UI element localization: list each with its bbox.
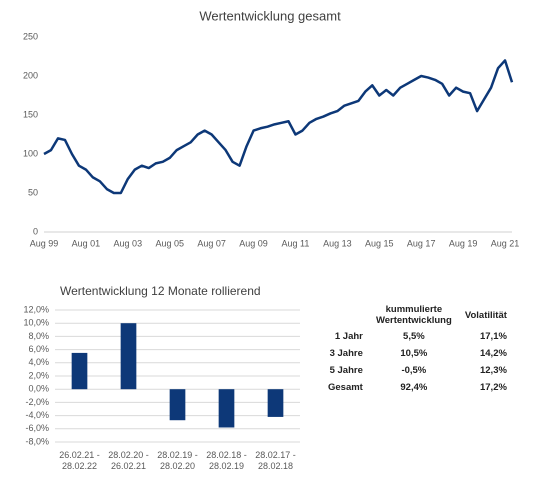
y-tick-label: 200 <box>23 70 38 80</box>
cell: 5,5% <box>403 331 425 342</box>
chart-title: Wertentwicklung gesamt <box>199 8 341 23</box>
cell: 14,2% <box>479 348 507 359</box>
cell: 17,2% <box>479 382 507 393</box>
bar <box>120 323 137 390</box>
y-tick-label: 4,0% <box>28 357 49 367</box>
x-tick-label: Aug 19 <box>449 238 478 248</box>
chart-title: Wertentwicklung 12 Monate rollierend <box>60 284 261 298</box>
bar <box>169 389 186 421</box>
table-row: Gesamt 92,4% 17,2% <box>322 379 513 396</box>
y-tick-label: 2,0% <box>28 370 49 380</box>
y-tick-label: -2,0% <box>25 397 49 407</box>
cell: 12,3% <box>479 365 507 376</box>
line <box>43 59 514 195</box>
stats-table: kummulierte Wertentwicklung Volatilität 1… <box>322 302 513 396</box>
x-tick-label: 28.02.17 - 28.02.18 <box>255 450 296 471</box>
x-tick-label: 26.02.21 - 28.02.22 <box>59 450 100 471</box>
x-tick-label: Aug 17 <box>407 238 436 248</box>
x-tick-label: Aug 01 <box>72 238 101 248</box>
column-header: Volatilität <box>464 309 507 321</box>
row-label: Gesamt <box>328 382 363 393</box>
y-tick-label: -8,0% <box>25 436 49 446</box>
x-tick-label: 28.02.20 - 26.02.21 <box>108 450 149 471</box>
y-tick-label: 12,0% <box>23 304 49 314</box>
cell: 10,5% <box>400 348 428 359</box>
x-tick-label: Aug 03 <box>114 238 143 248</box>
y-tick-label: 8,0% <box>28 331 49 341</box>
y-tick-label: 150 <box>23 109 38 119</box>
x-tick-label: Aug 05 <box>155 238 184 248</box>
bar <box>71 352 88 390</box>
y-tick-label: 0,0% <box>28 384 49 394</box>
x-tick-label: Aug 13 <box>323 238 352 248</box>
y-tick-label: 6,0% <box>28 344 49 354</box>
row-label: 5 Jahre <box>329 365 363 376</box>
table-row: 1 Jahr 5,5% 17,1% <box>322 328 513 345</box>
cell: -0,5% <box>401 365 427 376</box>
y-tick-label: -6,0% <box>25 423 49 433</box>
x-tick-label: Aug 15 <box>365 238 394 248</box>
x-tick-label: Aug 21 <box>491 238 520 248</box>
table-row: 5 Jahre -0,5% 12,3% <box>322 362 513 379</box>
y-tick-label: 0 <box>33 226 38 236</box>
table-row: 3 Jahre 10,5% 14,2% <box>322 345 513 362</box>
x-tick-label: Aug 09 <box>239 238 268 248</box>
x-tick-label: Aug 11 <box>282 238 310 248</box>
y-tick-label: 100 <box>23 148 38 158</box>
y-tick-label: 250 <box>23 31 38 41</box>
row-label: 3 Jahre <box>329 348 363 359</box>
x-tick-label: 28.02.19 - 28.02.20 <box>157 450 198 471</box>
y-tick-label: 10,0% <box>23 318 49 328</box>
bar <box>218 389 235 428</box>
cell: 92,4% <box>400 382 428 393</box>
y-tick-label: -4,0% <box>25 410 49 420</box>
x-tick-label: Aug 07 <box>197 238 226 248</box>
x-tick-label: Aug 99 <box>30 238 59 248</box>
cell: 17,1% <box>479 331 507 342</box>
bar <box>267 389 284 417</box>
x-tick-label: 28.02.18 - 28.02.19 <box>206 450 247 471</box>
column-header: kummulierte Wertentwicklung <box>375 304 452 326</box>
y-tick-label: 50 <box>28 187 38 197</box>
row-label: 1 Jahr <box>334 331 363 342</box>
